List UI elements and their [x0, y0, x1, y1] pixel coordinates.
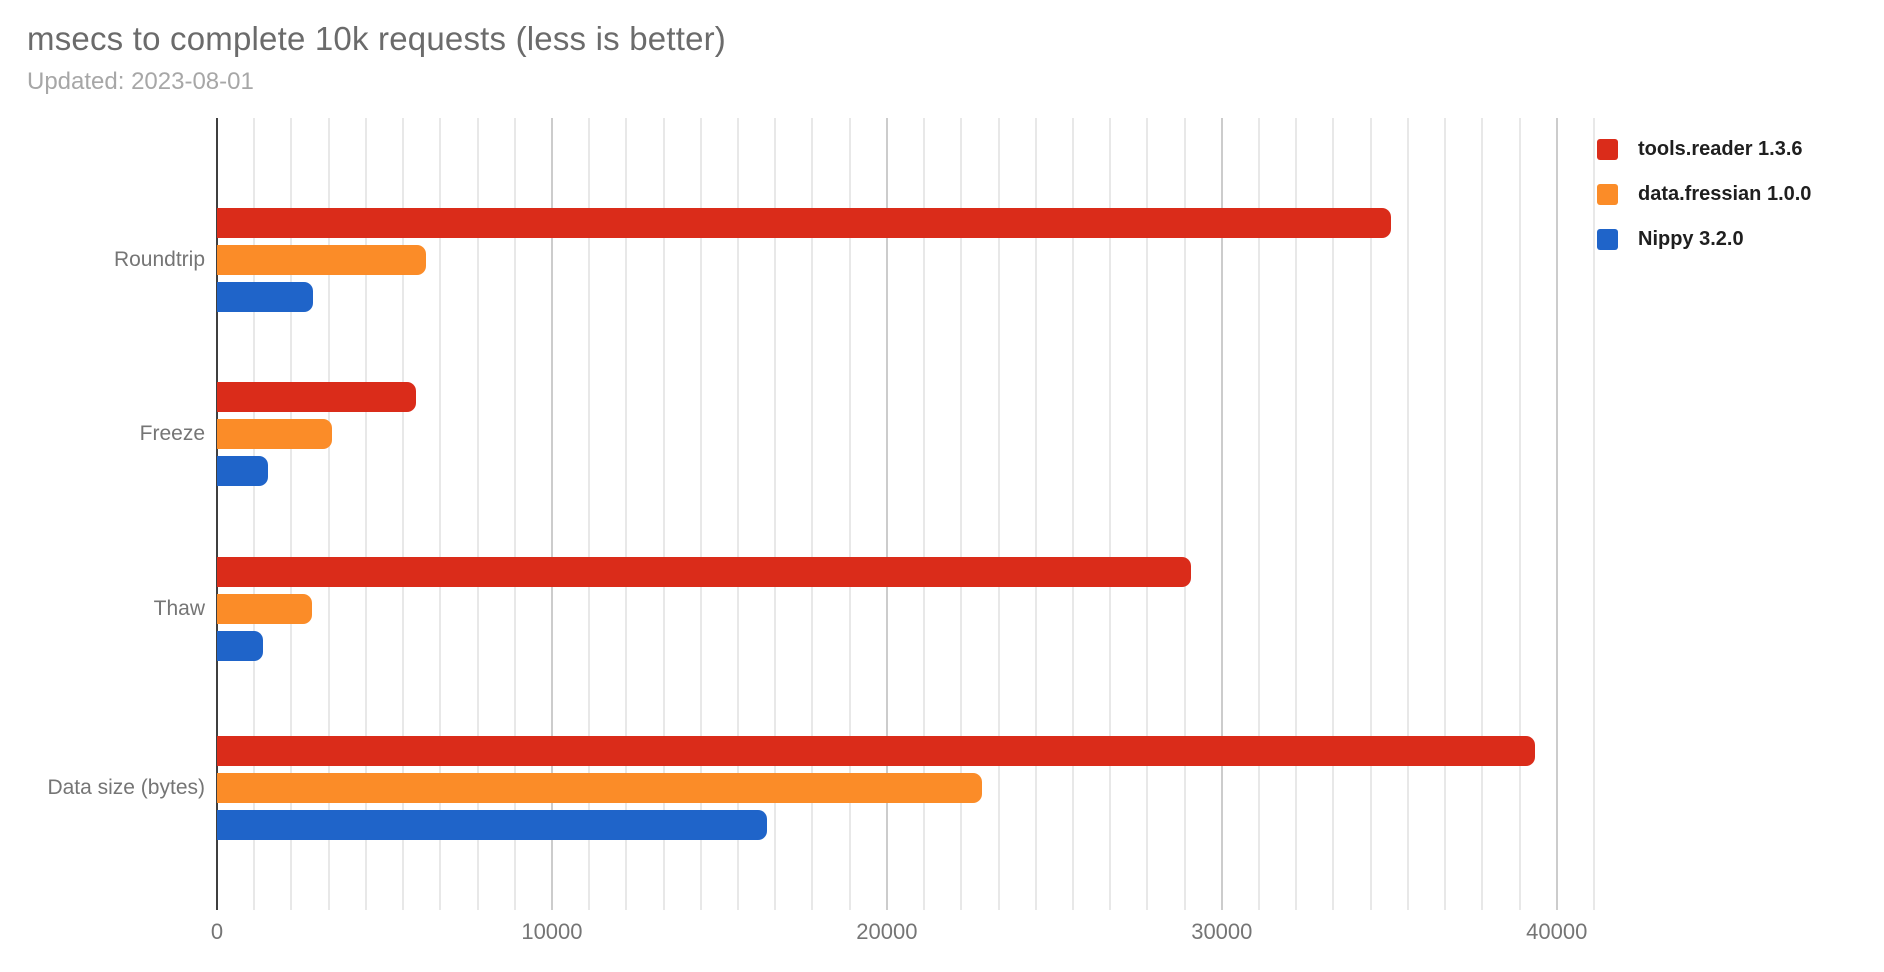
legend-item-data-fressian-1-0-0[interactable]: data.fressian 1.0.0: [1597, 183, 1811, 206]
minor-gridline: [1406, 118, 1409, 910]
bar-chart-plot-area: 0 10000 20000 30000 40000 Roundtrip Freeze Thaw…: [47, 118, 1612, 944]
bar-roundtrip-data-fressian-1-0-0[interactable]: [217, 245, 426, 275]
bar-freeze-tools-reader-1-3-6[interactable]: [217, 382, 416, 412]
legend-swatch-tools-reader-1-3-6: [1597, 139, 1618, 160]
minor-gridline: [1369, 118, 1372, 910]
minor-gridline: [1071, 118, 1074, 910]
minor-gridline: [997, 118, 1000, 910]
minor-gridline: [1109, 118, 1112, 910]
minor-gridline: [327, 118, 330, 910]
bar-thaw-tools-reader-1-3-6[interactable]: [217, 557, 1191, 587]
bar-thaw-nippy-3-2-0[interactable]: [217, 631, 263, 661]
minor-gridline: [402, 118, 405, 910]
category-label-roundtrip: Roundtrip: [113, 248, 205, 271]
minor-gridline: [737, 118, 739, 910]
legend-label: Nippy 3.2.0: [1638, 228, 1744, 250]
minor-gridline: [662, 118, 665, 910]
chart-subtitle: Updated: 2023-08-01: [27, 68, 254, 95]
chart-legend: tools.reader 1.3.6 data.fressian 1.0.0 Nip…: [1597, 138, 1811, 273]
minor-gridline: [625, 118, 628, 910]
legend-item-tools-reader-1-3-6[interactable]: tools.reader 1.3.6: [1597, 138, 1811, 161]
minor-gridline: [364, 118, 367, 910]
legend-swatch-data-fressian-1-0-0: [1597, 184, 1618, 205]
minor-gridline: [1146, 118, 1149, 910]
minor-gridline: [1332, 118, 1335, 910]
minor-gridline: [476, 118, 479, 910]
minor-gridline: [253, 118, 256, 910]
major-gridline: [1555, 118, 1558, 910]
major-gridline: [550, 118, 553, 910]
x-axis-tick-label: 20000: [856, 919, 918, 944]
bar-group-data-size-bytes: [217, 736, 1612, 840]
bar-roundtrip-tools-reader-1-3-6[interactable]: [217, 208, 1391, 238]
minor-gridline: [1518, 118, 1521, 910]
minor-gridline: [1592, 118, 1595, 910]
category-label-data-size-bytes: Data size (bytes): [47, 776, 205, 799]
minor-gridline: [290, 118, 293, 910]
bar-group-freeze: [217, 382, 1612, 486]
minor-gridline: [1295, 118, 1298, 910]
minor-gridline: [960, 118, 963, 910]
minor-gridline: [1444, 118, 1447, 910]
chart-header: msecs to complete 10k requests (less is …: [27, 20, 726, 96]
bar-thaw-data-fressian-1-0-0[interactable]: [217, 594, 313, 624]
bar-roundtrip-nippy-3-2-0[interactable]: [217, 282, 313, 312]
bar-freeze-nippy-3-2-0[interactable]: [217, 456, 268, 486]
bar-data-size-bytes-nippy-3-2-0[interactable]: [217, 810, 768, 840]
bar-data-size-bytes-data-fressian-1-0-0[interactable]: [217, 773, 982, 803]
bar-group-roundtrip: [217, 208, 1612, 312]
minor-gridline: [513, 118, 516, 910]
major-gridline: [1220, 118, 1223, 910]
legend-label: tools.reader 1.3.6: [1638, 138, 1803, 160]
bar-group-thaw: [217, 557, 1612, 661]
minor-gridline: [588, 118, 591, 910]
bar-freeze-data-fressian-1-0-0[interactable]: [217, 419, 332, 449]
category-label-thaw: Thaw: [153, 597, 205, 620]
minor-gridline: [811, 118, 814, 910]
x-axis-tick-label: 40000: [1526, 919, 1588, 944]
minor-gridline: [439, 118, 442, 910]
minor-gridline: [1258, 118, 1261, 910]
x-axis-tick-label: 0: [210, 919, 224, 944]
minor-gridline: [699, 118, 702, 910]
x-axis-tick-label: 30000: [1191, 919, 1253, 944]
y-axis-line: [216, 118, 218, 910]
minor-gridline: [1481, 118, 1484, 910]
legend-label: data.fressian 1.0.0: [1638, 183, 1812, 205]
chart-title: msecs to complete 10k requests (less is …: [27, 20, 726, 57]
minor-gridline: [848, 118, 851, 910]
legend-swatch-nippy-3-2-0: [1597, 229, 1618, 250]
minor-gridline: [1183, 118, 1186, 910]
minor-gridline: [923, 118, 926, 910]
minor-gridline: [774, 118, 777, 910]
legend-item-nippy-3-2-0[interactable]: Nippy 3.2.0: [1597, 228, 1811, 251]
category-label-freeze: Freeze: [139, 422, 205, 445]
minor-gridline: [1034, 118, 1037, 910]
major-gridline: [885, 118, 888, 910]
bar-data-size-bytes-tools-reader-1-3-6[interactable]: [217, 736, 1535, 766]
x-axis-tick-label: 10000: [521, 919, 583, 944]
